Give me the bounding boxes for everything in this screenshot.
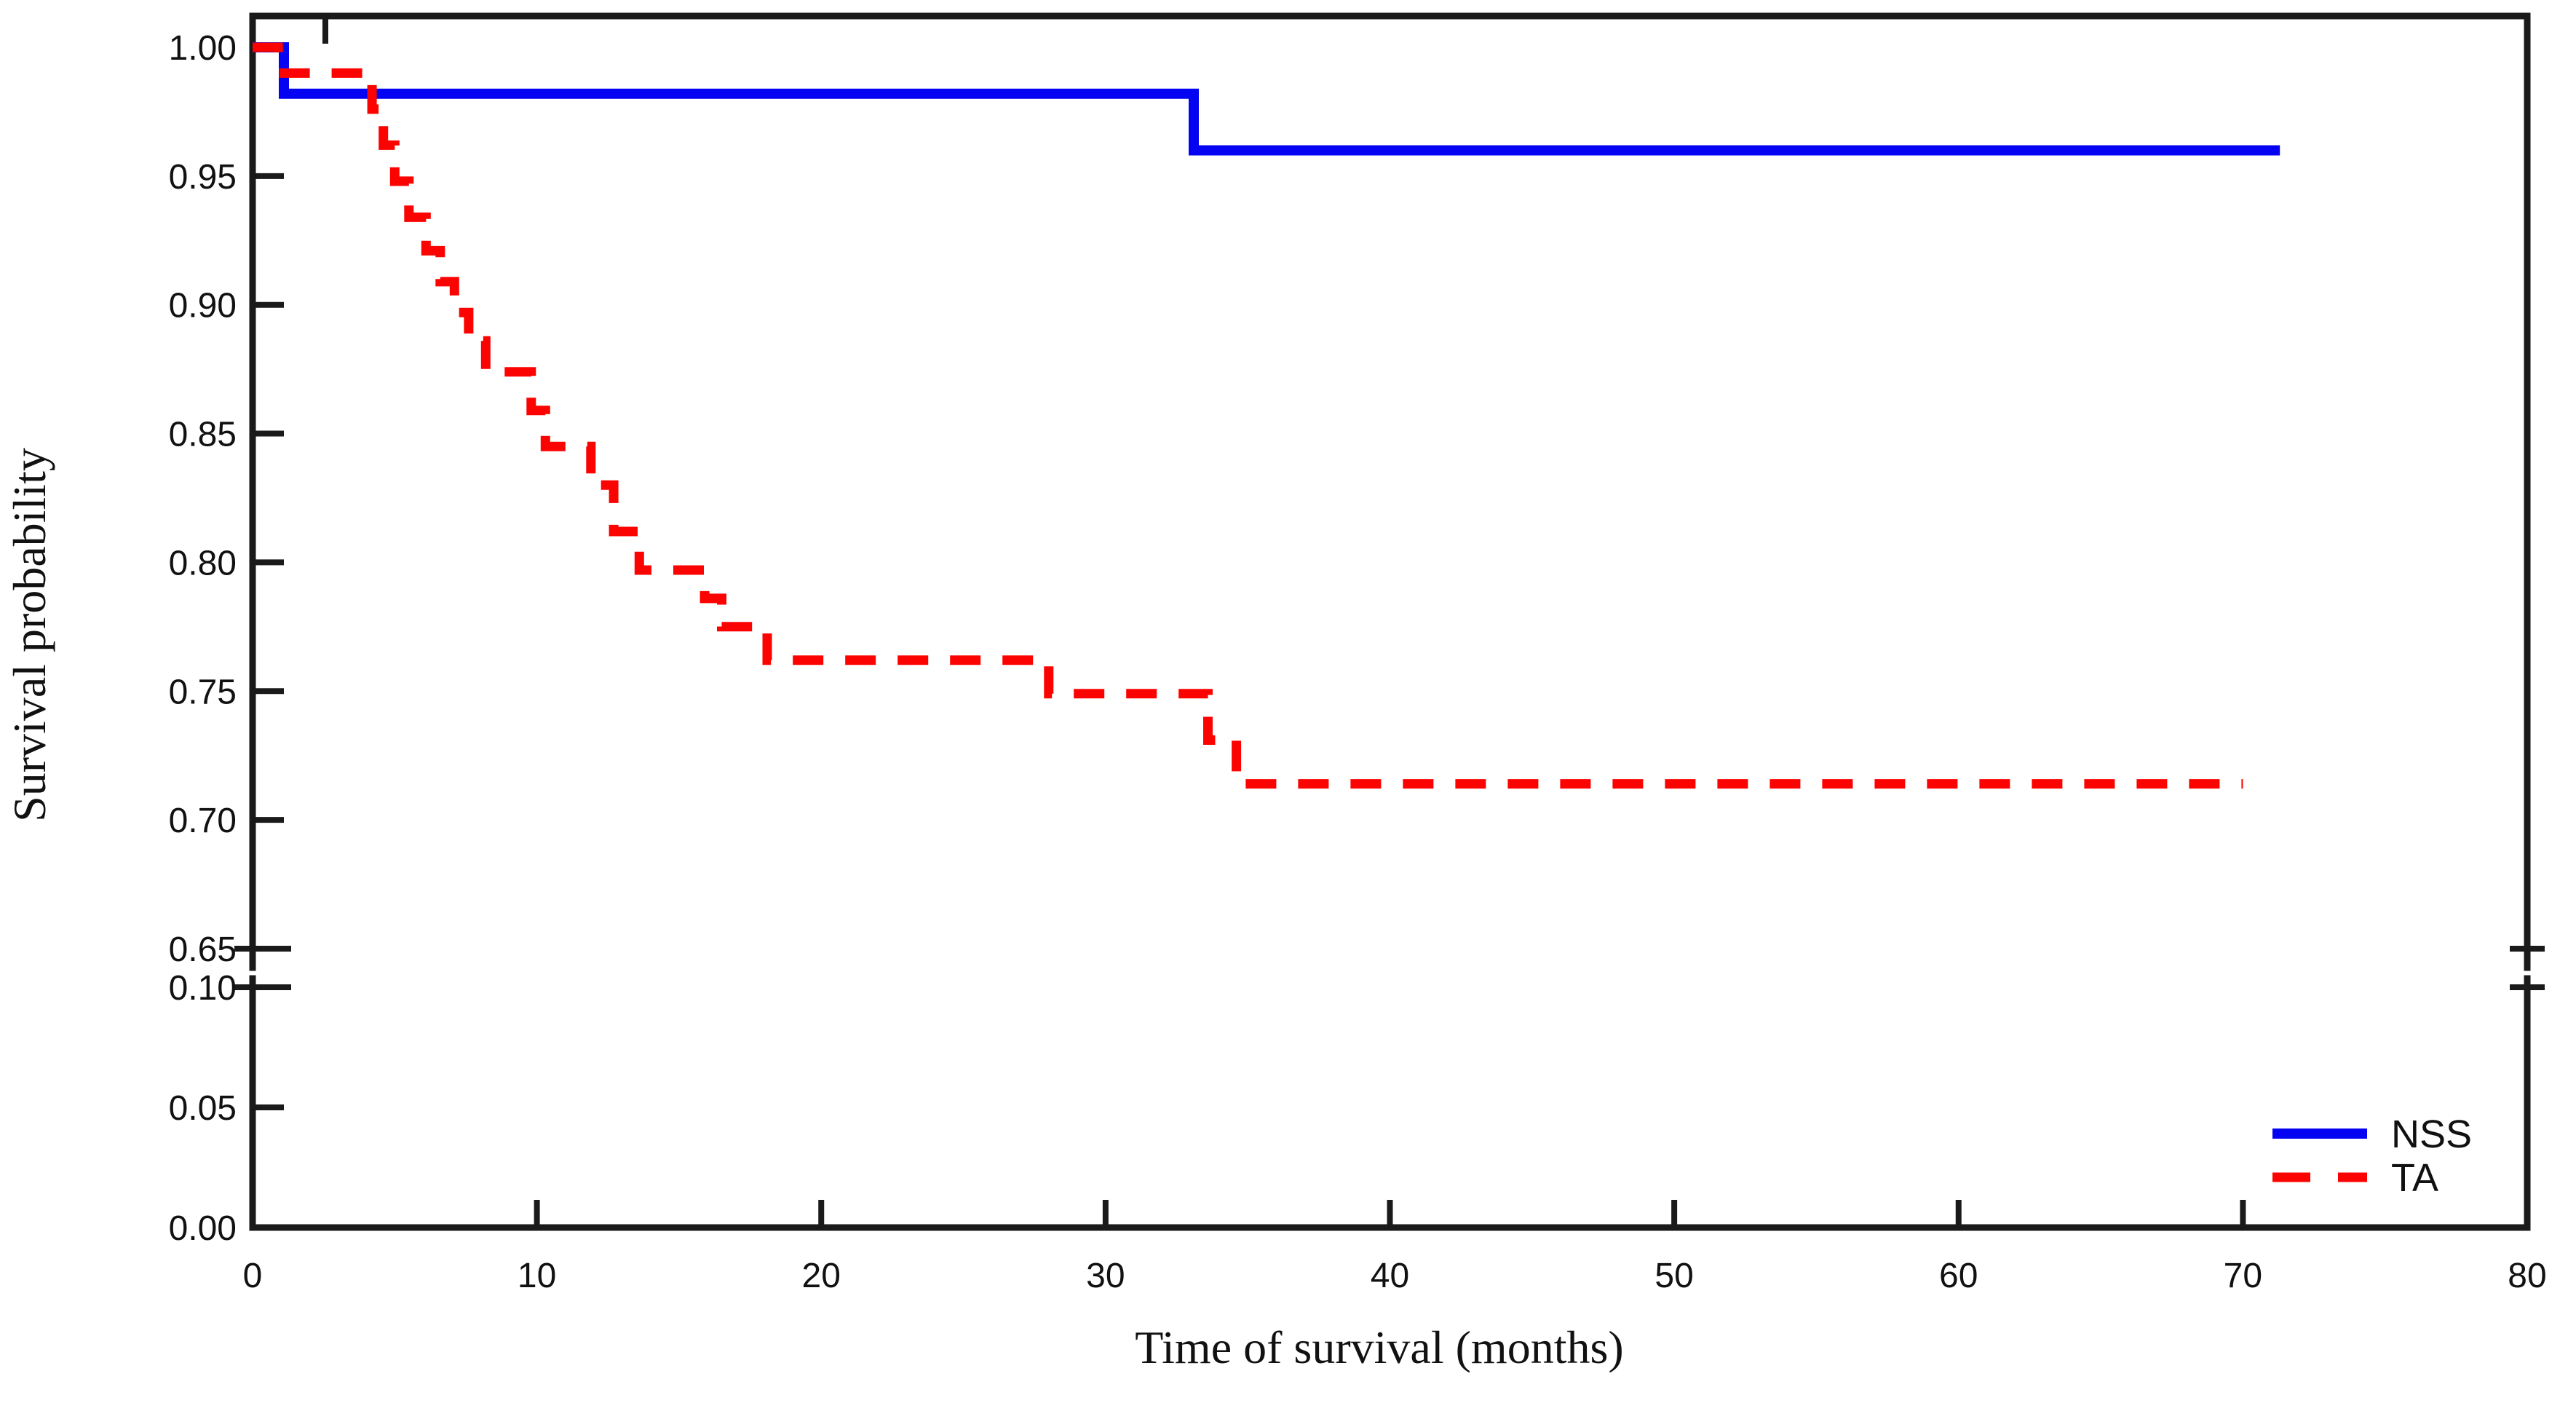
x-tick-label: 10 bbox=[518, 1257, 556, 1295]
nss-legend-label: NSS bbox=[2391, 1112, 2472, 1156]
curves bbox=[253, 42, 2280, 789]
y-tick-label: 0.85 bbox=[169, 416, 237, 454]
x-tick-label: 40 bbox=[1371, 1257, 1409, 1295]
x-tick-label: 50 bbox=[1654, 1257, 1693, 1295]
x-tick-label: 70 bbox=[2224, 1257, 2262, 1295]
x-tick-label: 60 bbox=[1939, 1257, 1978, 1295]
y-tick-label: 0.65 bbox=[169, 930, 237, 969]
x-tick-label: 30 bbox=[1086, 1257, 1125, 1295]
plot-frame bbox=[249, 12, 2545, 1231]
x-axis-title: Time of survival (months) bbox=[1135, 1321, 1623, 1373]
y-tick-label: 0.95 bbox=[169, 158, 237, 197]
y-tick-label: 0.80 bbox=[169, 544, 237, 582]
legend: NSS TA bbox=[2272, 1112, 2472, 1200]
x-axis-ticks: 0 10 20 30 40 50 60 70 80 bbox=[243, 1200, 2547, 1295]
x-tick-label: 20 bbox=[802, 1257, 841, 1295]
y-tick-label: 0.05 bbox=[169, 1089, 237, 1128]
y-tick-label: 0.70 bbox=[169, 802, 237, 840]
y-tick-label: 1.00 bbox=[169, 29, 237, 68]
y-axis-ticks: 1.00 0.95 0.90 0.85 0.80 0.75 0.70 0.650.10 0.05… bbox=[169, 29, 291, 1248]
y-axis-title: Survival probability bbox=[4, 448, 55, 822]
y-tick-label: 0.00 bbox=[169, 1209, 237, 1248]
y-tick-label: 0.10 bbox=[169, 969, 237, 1008]
y-tick-label: 0.75 bbox=[169, 673, 237, 711]
ta-survival-curve bbox=[253, 42, 2243, 789]
x-tick-label: 0 bbox=[243, 1257, 263, 1295]
nss-survival-curve bbox=[253, 42, 2280, 156]
x-tick-label: 80 bbox=[2508, 1257, 2546, 1295]
ta-legend-label: TA bbox=[2391, 1156, 2438, 1200]
y-tick-label: 0.90 bbox=[169, 287, 237, 325]
